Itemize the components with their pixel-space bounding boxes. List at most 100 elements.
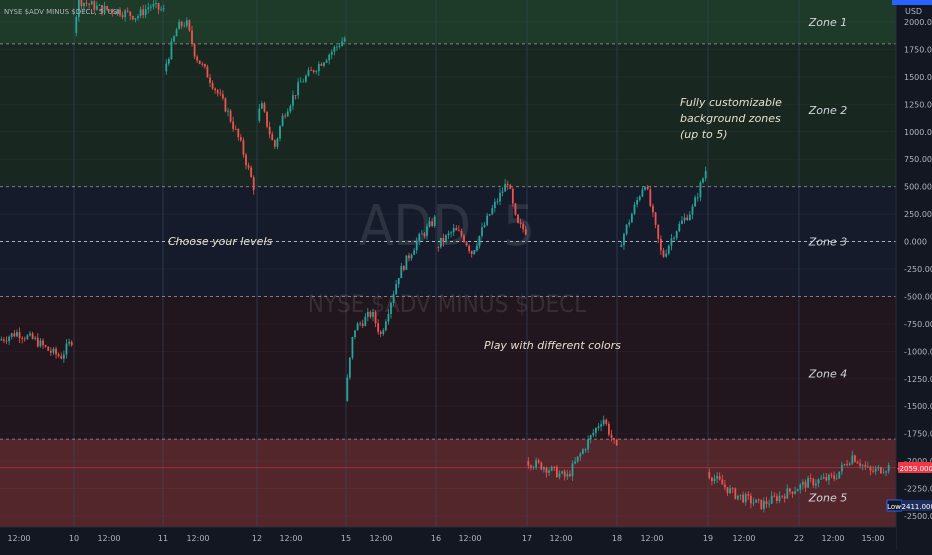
- candle-body: [119, 9, 121, 16]
- candle-body: [175, 29, 178, 37]
- candle-body: [372, 312, 374, 317]
- candle-body: [630, 213, 633, 223]
- candle-body: [247, 165, 250, 168]
- candle-body: [206, 66, 209, 78]
- x-tick-label: 10: [69, 534, 79, 543]
- candle-body: [763, 501, 765, 509]
- candle-body: [681, 220, 683, 224]
- candle-body: [0, 339, 3, 341]
- candle-body: [126, 10, 129, 12]
- candle-body: [683, 217, 686, 221]
- y-tick-label: -2000.000: [904, 457, 932, 466]
- candle-body: [361, 323, 364, 326]
- candle-body: [413, 250, 416, 255]
- candle-body: [501, 191, 504, 193]
- candle-body: [160, 9, 163, 11]
- candle-body: [804, 481, 807, 488]
- candle-body: [431, 221, 434, 226]
- x-tick-label: 17: [522, 534, 532, 543]
- candle-body: [711, 477, 713, 482]
- candle-body: [111, 9, 114, 13]
- zone-4-band: [0, 296, 896, 440]
- time-axis-panel[interactable]: [0, 527, 896, 550]
- candle-body: [473, 250, 476, 255]
- candle-body: [354, 330, 356, 338]
- candle-body: [39, 340, 42, 347]
- candle-body: [885, 471, 887, 473]
- candle-body: [310, 70, 312, 71]
- zone-label-3: Zone 3: [808, 236, 848, 249]
- candle-body: [465, 241, 468, 246]
- candle-body: [812, 478, 815, 486]
- candle-body: [641, 189, 644, 197]
- candle-body: [57, 354, 60, 357]
- annotation-levels: Choose your levels: [168, 235, 272, 248]
- candle-body: [103, 5, 106, 14]
- candle-body: [93, 1, 96, 10]
- candle-body: [702, 178, 704, 183]
- candle-body: [768, 503, 770, 505]
- candle-body: [620, 245, 623, 248]
- last-value-tag: [898, 462, 932, 473]
- y-tick-label: 500.000: [904, 183, 932, 192]
- candle-body: [856, 461, 859, 464]
- candle-body: [134, 18, 137, 20]
- candle-body: [36, 337, 39, 347]
- currency-label: USD: [905, 7, 922, 16]
- candle-body: [263, 103, 266, 112]
- candle-body: [185, 20, 188, 26]
- candle-body: [95, 5, 98, 10]
- candle-body: [139, 9, 142, 17]
- candle-body: [180, 21, 183, 26]
- candle-body: [721, 479, 724, 485]
- candle-body: [688, 214, 691, 221]
- candle-body: [191, 30, 193, 44]
- y-tick-label: 2000.000: [904, 18, 932, 27]
- candle-series[interactable]: [0, 0, 890, 513]
- candle-body: [286, 111, 289, 117]
- candle-body: [491, 208, 494, 215]
- candle-body: [877, 467, 880, 469]
- x-tick-label: 12:00: [640, 534, 663, 543]
- candle-body: [545, 467, 548, 473]
- candle-body: [433, 216, 436, 226]
- x-tick-label: 12:00: [279, 534, 302, 543]
- candle-body: [809, 478, 812, 479]
- candle-body: [121, 15, 124, 18]
- candle-body: [359, 323, 362, 325]
- candle-body: [799, 484, 802, 490]
- candle-body: [234, 128, 237, 130]
- candle-body: [731, 488, 734, 490]
- candle-body: [563, 471, 566, 477]
- candle-body: [532, 467, 535, 469]
- candle-body: [633, 204, 636, 214]
- candle-body: [828, 474, 830, 481]
- candle-body: [198, 60, 201, 64]
- candle-body: [294, 95, 297, 96]
- x-tick-label: 22: [794, 534, 804, 543]
- candle-body: [558, 473, 561, 478]
- price-axis-panel[interactable]: [896, 0, 932, 550]
- candle-body: [699, 182, 702, 198]
- candle-body: [488, 214, 491, 216]
- zone-label-4: Zone 4: [808, 367, 848, 380]
- low-value-text: -2411.000: [899, 503, 932, 511]
- candle-body: [481, 227, 483, 236]
- candle-body: [450, 232, 453, 234]
- candle-body: [415, 240, 418, 251]
- x-tick-label: 12:00: [458, 534, 481, 543]
- candle-body: [379, 331, 382, 334]
- candle-body: [289, 105, 292, 112]
- candle-body: [23, 338, 26, 340]
- candle-body: [328, 54, 331, 61]
- candle-body: [18, 332, 21, 339]
- candle-body: [364, 316, 367, 326]
- candle-body: [142, 9, 145, 15]
- candle-body: [320, 63, 323, 66]
- level-lines: [0, 43, 896, 469]
- candle-body: [292, 95, 294, 106]
- candle-body: [68, 341, 70, 344]
- candle-body: [124, 10, 127, 18]
